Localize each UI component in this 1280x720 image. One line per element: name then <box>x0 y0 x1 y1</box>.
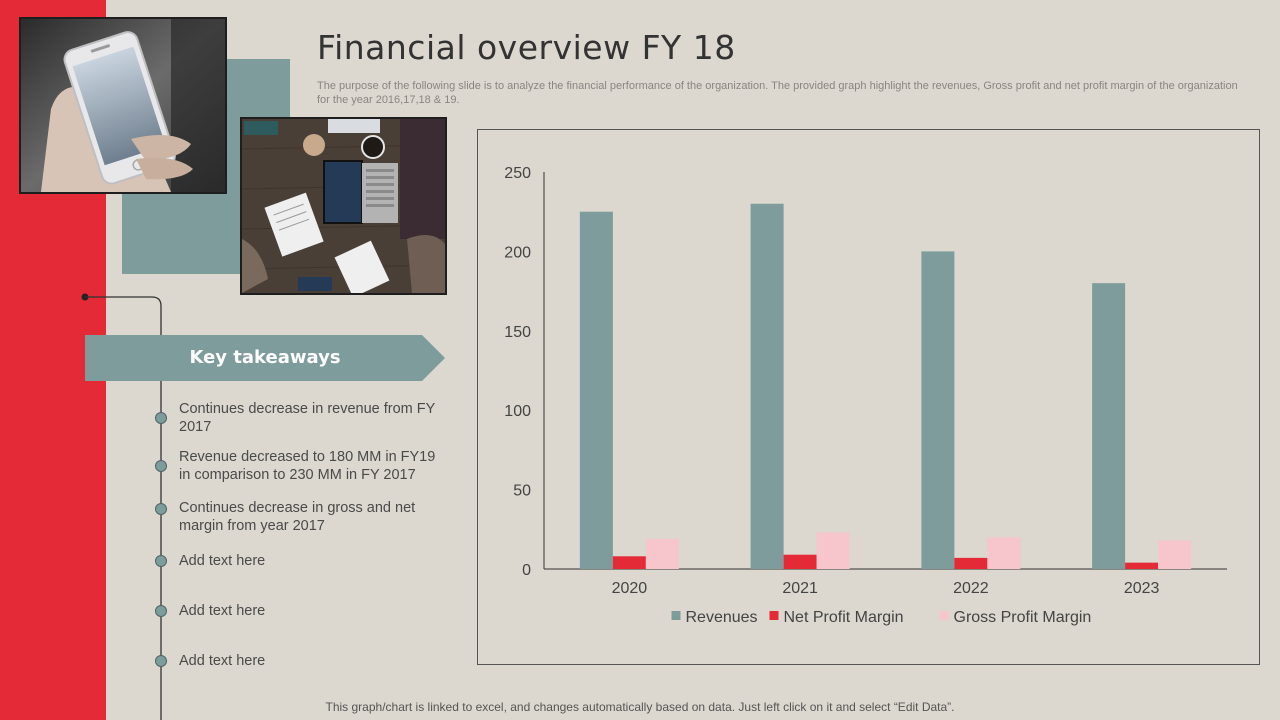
timeline-dot <box>155 555 167 567</box>
smartphone-photo-art <box>21 19 225 192</box>
legend-label: Net Profit Margin <box>784 609 904 626</box>
timeline-dot <box>155 605 167 617</box>
takeaway-item-1: Continues decrease in revenue from FY 20… <box>179 401 436 435</box>
x-tick-label: 2020 <box>612 580 648 597</box>
key-takeaways-heading: Key takeaways <box>189 347 341 368</box>
y-tick-label: 0 <box>522 562 531 579</box>
legend-swatch <box>769 611 779 620</box>
takeaway-item-5: Add text here <box>179 603 266 619</box>
desk-photo <box>240 117 447 295</box>
timeline-dot <box>155 503 167 515</box>
bar-revenues <box>921 251 955 569</box>
page-title: Financial overview FY 18 <box>317 28 736 67</box>
smartphone-photo <box>19 17 227 194</box>
bar-revenues <box>1092 283 1126 569</box>
timeline-line <box>85 296 162 720</box>
y-tick-label: 100 <box>504 403 531 420</box>
bar-chart[interactable]: 0 50 100 150 200 250 2020 2021 2022 2023 Revenues N… <box>477 129 1260 665</box>
y-tick-label: 200 <box>504 244 531 261</box>
timeline-connector <box>81 293 167 720</box>
bar-revenues <box>579 211 613 569</box>
bar-gross-profit-margin <box>987 537 1021 569</box>
x-tick-label: 2023 <box>1124 580 1160 597</box>
page-subtitle: The purpose of the following slide is to… <box>317 80 1238 106</box>
legend-label: Gross Profit Margin <box>954 609 1092 626</box>
footnote: This graph/chart is linked to excel, and… <box>325 700 955 714</box>
y-tick-label: 250 <box>504 165 531 182</box>
bar-gross-profit-margin <box>816 532 850 569</box>
legend-swatch <box>671 611 681 620</box>
takeaway-item-2: Revenue decreased to 180 MM in FY19 in c… <box>179 449 436 483</box>
x-tick-label: 2021 <box>782 580 818 597</box>
y-tick-label: 50 <box>513 483 531 500</box>
takeaway-item-3: Continues decrease in gross and net marg… <box>179 500 416 534</box>
bar-gross-profit-margin <box>645 538 679 569</box>
bar-net-profit-margin <box>954 557 988 569</box>
takeaway-item-4: Add text here <box>179 553 266 569</box>
chart-frame <box>477 129 1260 665</box>
bar-net-profit-margin <box>1125 562 1159 569</box>
legend-label: Revenues <box>686 609 758 626</box>
bar-revenues <box>750 203 784 569</box>
takeaway-item-6: Add text here <box>179 653 266 669</box>
y-tick-label: 150 <box>504 324 531 341</box>
bar-gross-profit-margin <box>1158 540 1192 569</box>
timeline-dot <box>155 655 167 667</box>
timeline-dot <box>155 412 167 424</box>
legend-swatch <box>939 611 949 620</box>
desk-photo-art <box>242 119 445 293</box>
timeline-dot <box>155 460 167 472</box>
key-takeaways-banner <box>85 335 445 381</box>
bar-net-profit-margin <box>783 554 817 569</box>
x-tick-label: 2022 <box>953 580 989 597</box>
bar-net-profit-margin <box>612 556 646 569</box>
